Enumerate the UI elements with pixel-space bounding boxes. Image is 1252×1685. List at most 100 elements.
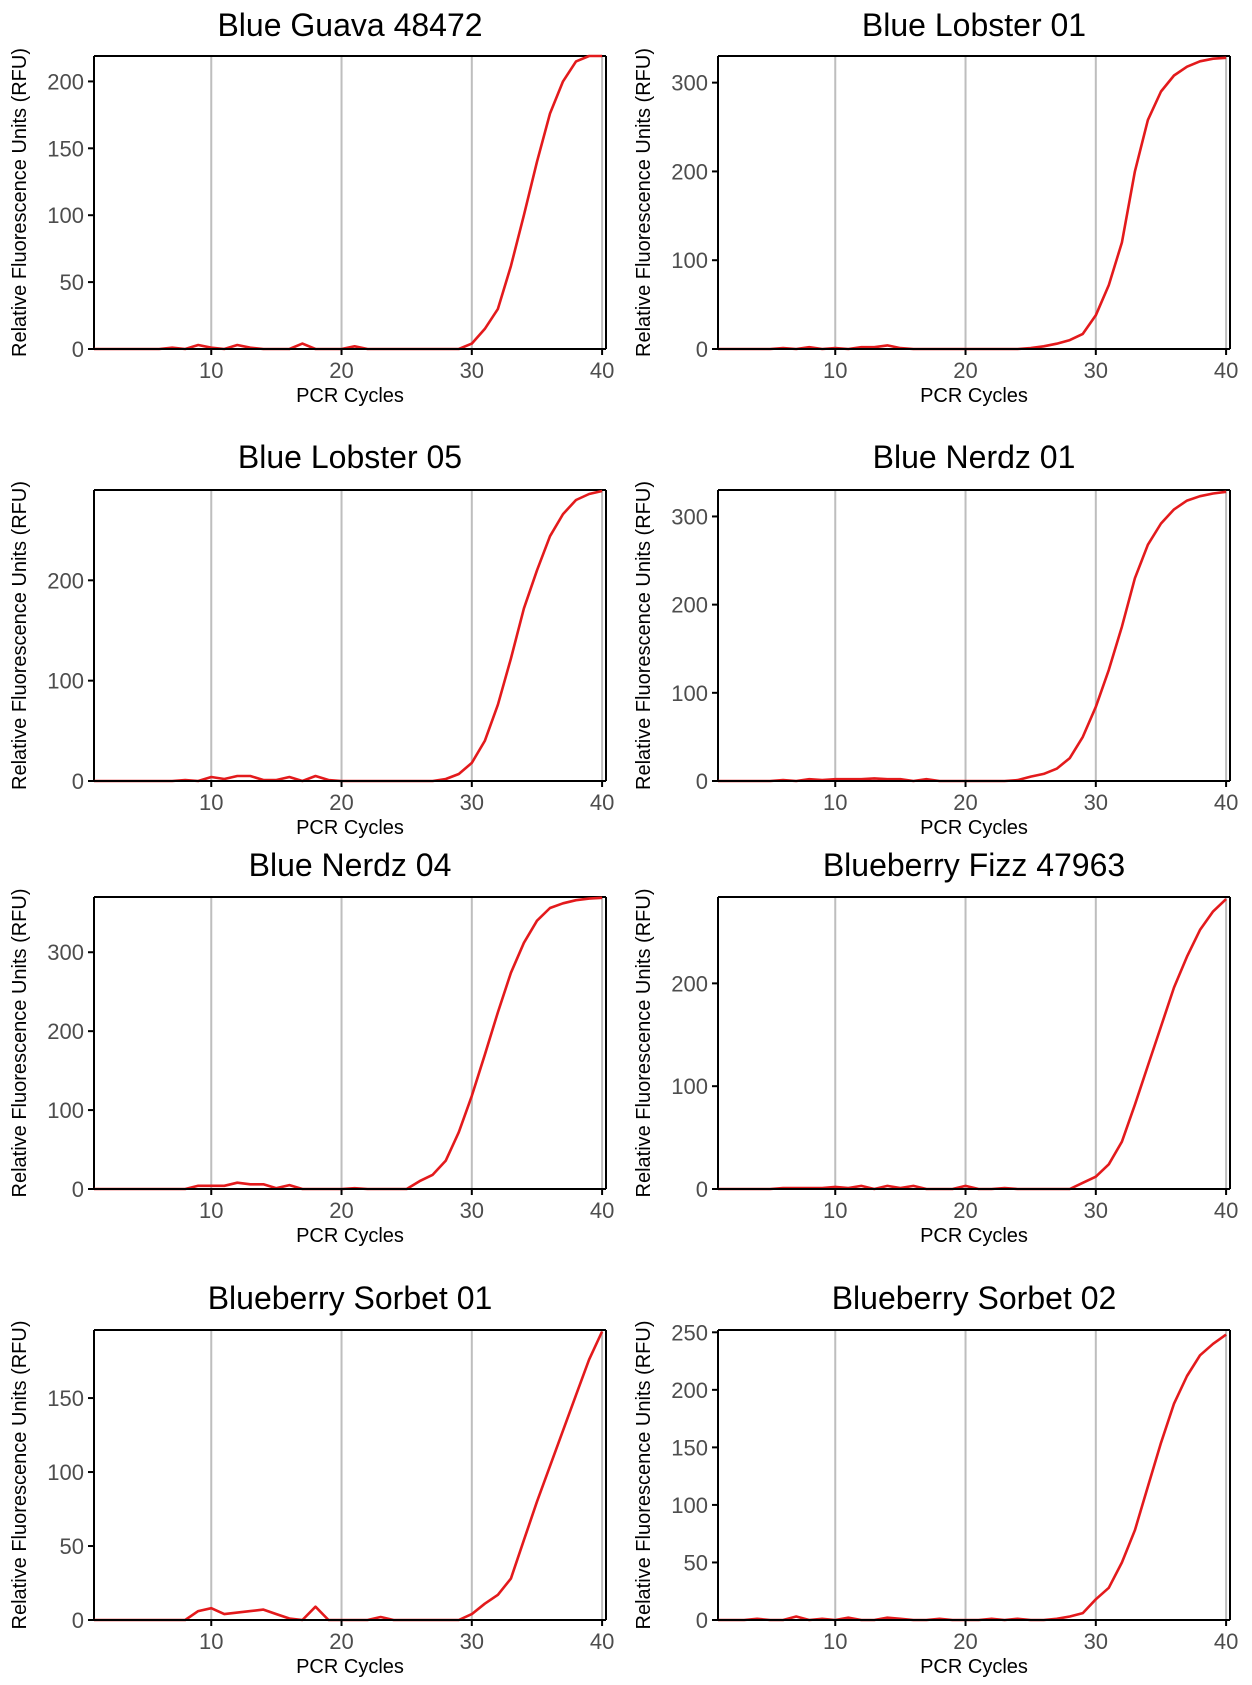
y-tick-label: 200	[47, 568, 84, 593]
y-tick-label: 0	[696, 1177, 708, 1202]
chart-panel-4: Blue Nerdz 01 10 20 30 40 0 100 200 300 PCR Cycle…	[633, 439, 1238, 839]
chart-panel-1: Blue Guava 48472 10 20 30 40 0 50 100 150 200 PCR …	[9, 7, 614, 407]
x-axis-label: PCR Cycles	[920, 385, 1028, 407]
x-axis-label: PCR Cycles	[920, 1225, 1028, 1247]
x-tick-label: 10	[199, 1198, 223, 1223]
y-tick-label: 150	[47, 136, 84, 161]
y-tick-label: 250	[671, 1320, 708, 1345]
y-tick-label: 100	[47, 669, 84, 694]
chart-title: Blue Nerdz 01	[873, 439, 1076, 475]
y-tick-label: 200	[47, 69, 84, 94]
x-tick-label: 30	[1084, 1198, 1108, 1223]
chart-panel-8: Blueberry Sorbet 02 10 20 30 40 0 50 100 150 200 2…	[633, 1280, 1238, 1678]
chart-panel-3: Blue Lobster 05 10 20 30 40 0 100 200 PCR Cycles…	[9, 439, 614, 839]
x-axis-label: PCR Cycles	[296, 385, 404, 407]
x-tick-label: 20	[953, 1629, 977, 1654]
y-tick-label: 0	[696, 337, 708, 362]
y-tick-label: 300	[671, 504, 708, 529]
y-tick-label: 0	[72, 1177, 84, 1202]
x-tick-label: 20	[329, 790, 353, 815]
x-tick-label: 40	[590, 790, 614, 815]
x-tick-label: 20	[953, 790, 977, 815]
x-tick-label: 30	[460, 1198, 484, 1223]
chart-panel-5: Blue Nerdz 04 10 20 30 40 0 100 200 300 PCR Cycle…	[9, 847, 614, 1247]
x-tick-label: 40	[1214, 790, 1238, 815]
chart-panel-7: Blueberry Sorbet 01 10 20 30 40 0 50 100 150 PCR …	[9, 1280, 614, 1678]
x-tick-label: 30	[1084, 790, 1108, 815]
x-tick-label: 40	[590, 1629, 614, 1654]
y-tick-label: 300	[671, 71, 708, 96]
x-tick-label: 40	[1214, 1198, 1238, 1223]
x-tick-label: 10	[199, 358, 223, 383]
x-tick-label: 10	[823, 1629, 847, 1654]
y-tick-label: 0	[72, 769, 84, 794]
x-tick-label: 30	[1084, 1629, 1108, 1654]
y-axis-label: Relative Fluorescence Units (RFU)	[633, 481, 655, 790]
x-tick-label: 20	[329, 358, 353, 383]
chart-title: Blueberry Fizz 47963	[823, 847, 1125, 883]
y-tick-label: 100	[671, 1074, 708, 1099]
series-line	[718, 490, 1227, 783]
y-axis-label: Relative Fluorescence Units (RFU)	[9, 481, 31, 790]
x-tick-label: 40	[1214, 1629, 1238, 1654]
y-tick-label: 50	[60, 1534, 84, 1559]
series-line	[94, 489, 603, 783]
series-line	[94, 896, 603, 1191]
chart-panel-2: Blue Lobster 01 10 20 30 40 0 100 200 300 PCR Cyc…	[633, 7, 1238, 407]
x-tick-label: 20	[953, 358, 977, 383]
x-tick-label: 10	[199, 790, 223, 815]
y-tick-label: 200	[671, 593, 708, 618]
series-line	[718, 1333, 1227, 1622]
y-tick-label: 0	[696, 769, 708, 794]
y-tick-label: 100	[47, 1098, 84, 1123]
chart-title: Blue Lobster 01	[862, 7, 1086, 43]
y-tick-label: 100	[47, 203, 84, 228]
y-tick-label: 200	[671, 971, 708, 996]
y-tick-label: 100	[47, 1460, 84, 1485]
y-axis-label: Relative Fluorescence Units (RFU)	[633, 889, 655, 1198]
x-axis-label: PCR Cycles	[920, 1656, 1028, 1678]
chart-panel-6: Blueberry Fizz 47963 10 20 30 40 0 100 200 PCR C…	[633, 847, 1238, 1247]
x-tick-label: 20	[953, 1198, 977, 1223]
y-tick-label: 0	[72, 337, 84, 362]
y-tick-label: 150	[47, 1386, 84, 1411]
chart-title: Blue Nerdz 04	[249, 847, 452, 883]
x-tick-label: 10	[823, 1198, 847, 1223]
x-axis-label: PCR Cycles	[296, 1656, 404, 1678]
x-tick-label: 10	[199, 1629, 223, 1654]
chart-title: Blue Lobster 05	[238, 439, 462, 475]
y-tick-label: 50	[684, 1550, 708, 1575]
y-axis-label: Relative Fluorescence Units (RFU)	[9, 889, 31, 1198]
x-tick-label: 40	[1214, 358, 1238, 383]
series-line	[94, 54, 603, 351]
x-tick-label: 30	[460, 1629, 484, 1654]
series-line	[718, 898, 1227, 1191]
y-axis-label: Relative Fluorescence Units (RFU)	[9, 1321, 31, 1630]
y-axis-label: Relative Fluorescence Units (RFU)	[9, 48, 31, 357]
x-tick-label: 30	[1084, 358, 1108, 383]
x-axis-label: PCR Cycles	[296, 817, 404, 839]
y-axis-label: Relative Fluorescence Units (RFU)	[633, 48, 655, 357]
y-tick-label: 100	[671, 681, 708, 706]
y-tick-label: 0	[72, 1608, 84, 1633]
y-tick-label: 150	[671, 1435, 708, 1460]
chart-title: Blue Guava 48472	[217, 7, 482, 43]
y-tick-label: 50	[60, 270, 84, 295]
y-tick-label: 200	[47, 1019, 84, 1044]
chart-title: Blueberry Sorbet 02	[832, 1280, 1117, 1316]
x-tick-label: 10	[823, 358, 847, 383]
x-tick-label: 30	[460, 790, 484, 815]
y-tick-label: 300	[47, 940, 84, 965]
x-axis-label: PCR Cycles	[920, 817, 1028, 839]
chart-title: Blueberry Sorbet 01	[208, 1280, 493, 1316]
x-tick-label: 30	[460, 358, 484, 383]
x-tick-label: 40	[590, 1198, 614, 1223]
x-tick-label: 10	[823, 790, 847, 815]
x-axis-label: PCR Cycles	[296, 1225, 404, 1247]
y-axis-label: Relative Fluorescence Units (RFU)	[633, 1321, 655, 1630]
x-tick-label: 40	[590, 358, 614, 383]
y-tick-label: 0	[696, 1608, 708, 1633]
y-tick-label: 100	[671, 248, 708, 273]
x-tick-label: 20	[329, 1629, 353, 1654]
